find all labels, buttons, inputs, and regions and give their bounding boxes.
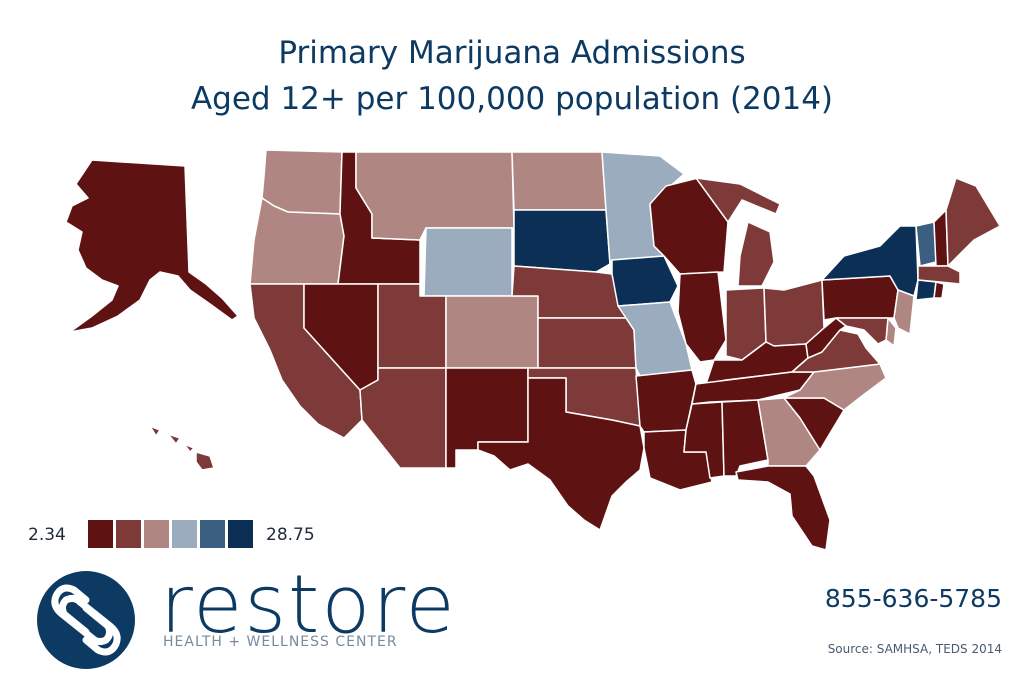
brand-logo-icon — [37, 571, 135, 669]
state-ut — [377, 283, 447, 369]
state-md — [835, 317, 889, 345]
legend-swatch-5 — [200, 520, 225, 548]
state-fl — [735, 465, 831, 551]
state-wv — [805, 317, 847, 359]
legend-swatch-1 — [88, 520, 113, 548]
state-il — [677, 271, 727, 363]
state-nj — [893, 289, 915, 335]
state-hi — [149, 425, 215, 471]
legend-swatches — [88, 520, 253, 548]
state-co — [445, 295, 539, 369]
state-ks — [537, 317, 637, 369]
state-ak — [65, 159, 239, 333]
phone-number[interactable]: 855-636-5785 — [824, 584, 1002, 613]
legend-swatch-2 — [116, 520, 141, 548]
legend-swatch-4 — [172, 520, 197, 548]
brand-name: restore — [160, 558, 457, 651]
map-title: Primary Marijuana Admissions Aged 12+ pe… — [0, 30, 1024, 122]
state-sd — [513, 209, 611, 273]
brand-tagline: HEALTH + WELLNESS CENTER — [163, 634, 398, 650]
map-title-line-2: Aged 12+ per 100,000 population (2014) — [190, 81, 834, 117]
state-wy — [423, 227, 513, 297]
state-va — [791, 329, 881, 373]
state-az — [359, 367, 447, 469]
source-note: Source: SAMHSA, TEDS 2014 — [827, 642, 1002, 656]
map-title-line-1: Primary Marijuana Admissions — [278, 35, 746, 71]
state-me — [945, 177, 1001, 267]
state-nd — [511, 151, 607, 211]
state-tx — [477, 377, 645, 531]
legend-swatch-3 — [144, 520, 169, 548]
legend-swatch-6 — [228, 520, 253, 548]
state-ct — [915, 279, 937, 301]
state-mt — [355, 151, 515, 241]
state-mi — [695, 177, 781, 287]
state-ia — [611, 255, 679, 307]
state-pa — [821, 275, 899, 321]
legend-min-label: 2.34 — [28, 525, 66, 545]
state-wa — [261, 149, 343, 215]
state-vt — [915, 221, 937, 267]
state-ri — [933, 281, 945, 299]
legend-max-label: 28.75 — [266, 525, 315, 545]
state-ny — [821, 225, 919, 297]
